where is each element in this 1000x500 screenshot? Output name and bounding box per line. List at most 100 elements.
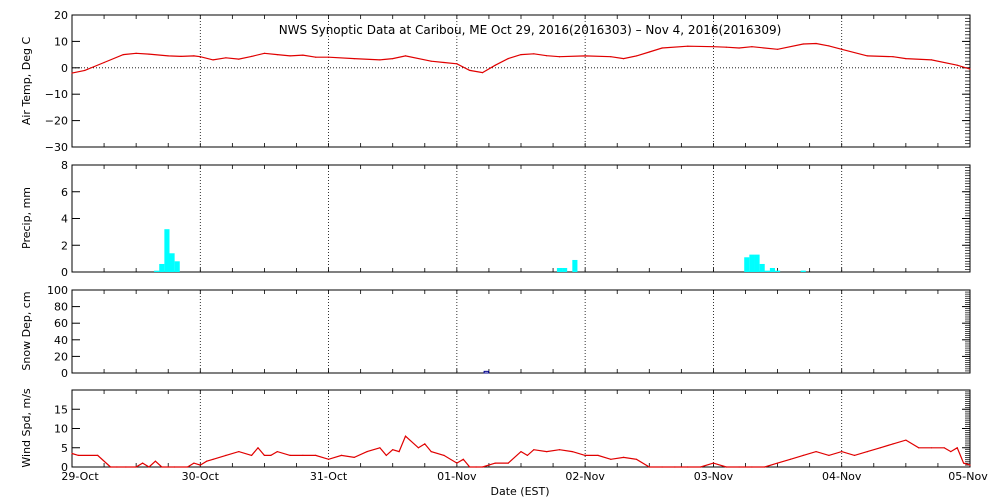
x-axis-label: Date (EST) bbox=[490, 485, 549, 498]
y-tick-label: 0 bbox=[61, 367, 68, 380]
data-point bbox=[738, 466, 740, 468]
data-point bbox=[404, 55, 407, 57]
data-point bbox=[815, 42, 817, 45]
data-point bbox=[174, 466, 176, 468]
data-point bbox=[802, 454, 804, 456]
data-point bbox=[930, 59, 933, 61]
y-axis-label: Wind Spd, m/s bbox=[20, 388, 33, 468]
bar bbox=[169, 253, 175, 272]
data-point bbox=[494, 64, 496, 66]
data-point bbox=[71, 72, 73, 74]
data-point bbox=[520, 54, 522, 56]
y-tick-label: 60 bbox=[54, 317, 68, 330]
data-point bbox=[180, 55, 182, 58]
data-point bbox=[148, 466, 150, 468]
bar bbox=[775, 270, 781, 272]
data-point bbox=[892, 56, 894, 58]
data-point bbox=[969, 464, 971, 466]
data-point bbox=[950, 451, 952, 453]
data-point bbox=[193, 55, 195, 57]
data-point bbox=[533, 449, 535, 451]
data-point bbox=[712, 46, 715, 48]
data-point bbox=[116, 466, 118, 468]
data-point bbox=[969, 68, 971, 70]
data-point bbox=[712, 462, 715, 464]
data-point bbox=[764, 466, 766, 468]
data-point bbox=[738, 47, 740, 49]
data-point bbox=[905, 439, 907, 441]
data-point bbox=[206, 460, 208, 462]
data-point bbox=[469, 466, 471, 468]
bar bbox=[164, 229, 170, 272]
data-point bbox=[251, 454, 253, 456]
bar bbox=[483, 370, 490, 374]
data-point bbox=[789, 458, 792, 460]
data-point bbox=[404, 435, 407, 437]
data-point bbox=[263, 454, 265, 456]
y-tick-label: 15 bbox=[54, 403, 68, 416]
data-point bbox=[943, 447, 945, 449]
data-point bbox=[879, 447, 881, 449]
y-tick-label: 6 bbox=[61, 186, 68, 199]
data-point bbox=[276, 451, 278, 453]
data-point bbox=[257, 447, 259, 449]
data-point bbox=[469, 69, 471, 71]
data-point bbox=[751, 466, 753, 468]
data-point bbox=[481, 466, 484, 468]
data-point bbox=[276, 54, 278, 56]
data-point bbox=[751, 46, 753, 48]
data-point bbox=[866, 55, 869, 57]
data-point bbox=[398, 451, 400, 453]
data-point bbox=[725, 466, 727, 468]
data-point bbox=[456, 462, 458, 464]
data-point bbox=[828, 454, 830, 456]
data-point bbox=[802, 43, 804, 45]
data-point bbox=[571, 451, 573, 453]
y-tick-label: 0 bbox=[61, 62, 68, 75]
data-point bbox=[353, 58, 355, 60]
data-point bbox=[424, 443, 426, 445]
data-point bbox=[558, 56, 561, 58]
data-point bbox=[526, 454, 529, 456]
y-tick-label: 8 bbox=[61, 159, 68, 172]
data-point bbox=[956, 447, 958, 449]
bar bbox=[562, 267, 568, 272]
bar bbox=[744, 257, 750, 272]
y-tick-label: 2 bbox=[61, 239, 68, 252]
data-point bbox=[546, 55, 548, 57]
y-tick-label: 10 bbox=[54, 35, 68, 48]
data-point bbox=[777, 462, 779, 464]
data-point bbox=[84, 69, 86, 71]
data-point bbox=[584, 55, 586, 57]
data-point bbox=[494, 462, 496, 464]
data-point bbox=[302, 454, 304, 456]
data-point bbox=[328, 458, 330, 460]
data-point bbox=[610, 458, 612, 460]
y-tick-label: 40 bbox=[54, 334, 68, 347]
data-point bbox=[481, 72, 484, 74]
data-point bbox=[417, 447, 419, 449]
data-point bbox=[77, 454, 79, 456]
data-point bbox=[392, 58, 394, 60]
data-point bbox=[430, 451, 432, 453]
data-point bbox=[635, 55, 638, 57]
data-point bbox=[353, 456, 355, 458]
data-point bbox=[135, 466, 137, 468]
data-point bbox=[193, 462, 195, 464]
data-point bbox=[97, 454, 99, 456]
data-point bbox=[648, 51, 650, 53]
data-point bbox=[892, 443, 894, 445]
y-tick-label: 0 bbox=[61, 461, 68, 474]
y-tick-label: −10 bbox=[45, 88, 68, 101]
data-point bbox=[918, 447, 920, 449]
data-point bbox=[142, 462, 144, 464]
data-point bbox=[930, 447, 933, 449]
data-point bbox=[270, 454, 272, 456]
series-line bbox=[71, 435, 971, 468]
y-axis-label: Air Temp, Deg C bbox=[20, 37, 33, 126]
y-tick-label: 20 bbox=[54, 9, 68, 22]
data-point bbox=[340, 454, 342, 456]
y-tick-label: 4 bbox=[61, 213, 68, 226]
data-point bbox=[533, 53, 535, 55]
